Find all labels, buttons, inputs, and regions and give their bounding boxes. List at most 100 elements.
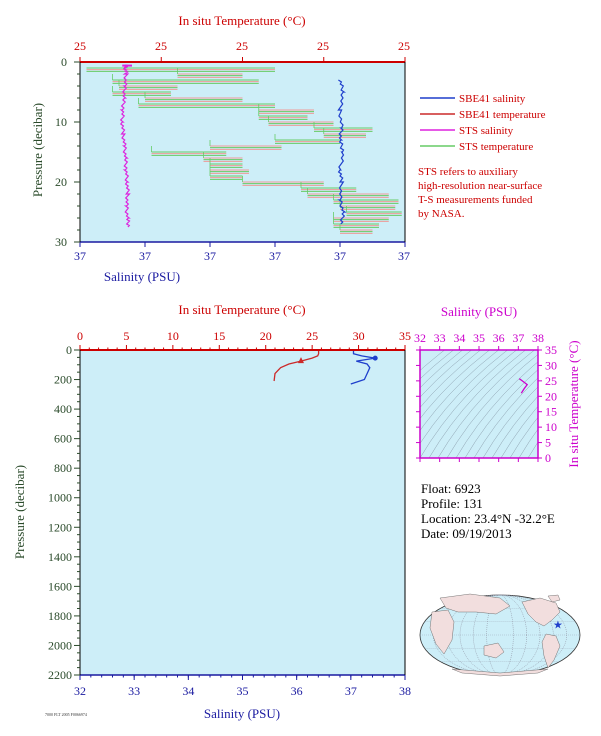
main-sal-tick-label: 32: [74, 684, 86, 698]
main-pres-tick-label: 2000: [48, 638, 72, 652]
ts-temp-tick-label: 0: [545, 451, 551, 465]
temperature-marker: [298, 357, 304, 364]
main-temp-tick-label: 0: [77, 329, 83, 343]
main-pres-axis-title: Pressure (decibar): [12, 465, 27, 559]
sts-temperature-lines: [86, 67, 402, 234]
main-temp-tick-label: 20: [260, 329, 272, 343]
top-sal-tick: 37: [74, 249, 86, 263]
main-pres-tick-label: 0: [66, 343, 72, 357]
density-contour: [428, 350, 526, 458]
salinity-lines: [119, 64, 347, 228]
profile-line-sts-salinity: [119, 64, 131, 228]
top-pres-tick: 20: [55, 175, 67, 189]
main-sal-tick-label: 37: [345, 684, 357, 698]
top-sal-tick: 37: [204, 249, 216, 263]
sts-note-line: high-resolution near-surface: [418, 180, 542, 192]
location: Location: 23.4°N -32.2°E: [421, 511, 555, 526]
ts-temp-tick-label: 25: [545, 374, 557, 388]
sts-note: STS refers to auxiliary high-resolution …: [418, 166, 542, 220]
main-panel-ticks: 0 5 10 15 20 25 30 35 32 33 34 35 36 37 38 0 200 400 600 80…: [48, 329, 411, 698]
legend-label-sts-temperature: STS temperature: [459, 141, 533, 153]
salinity-profile-line: [350, 350, 376, 385]
main-pres-tick-label: 200: [54, 373, 72, 387]
density-contour: [446, 354, 538, 458]
ts-temp-tick-label: 15: [545, 405, 557, 419]
ts-sal-tick-label: 33: [434, 331, 446, 345]
continent-africa: [429, 609, 455, 655]
main-pres-tick-label: 600: [54, 432, 72, 446]
legend: SBE41 salinity SBE41 temperature STS sal…: [420, 93, 546, 153]
sts-note-line: STS refers to auxiliary: [418, 166, 518, 178]
main-temp-tick-label: 25: [306, 329, 318, 343]
density-contour: [491, 395, 538, 458]
main-pres-tick-label: 1000: [48, 491, 72, 505]
density-contour: [420, 350, 517, 458]
map-continents: [429, 593, 561, 677]
density-contour: [500, 405, 538, 458]
legend-label-sts-salinity: STS salinity: [459, 125, 514, 137]
main-temp-tick-label: 35: [399, 329, 411, 343]
density-contour: [420, 350, 463, 389]
density-contour: [420, 350, 499, 431]
top-pres-tick: 10: [55, 115, 67, 129]
ts-sal-tick-label: 34: [453, 331, 465, 345]
continent-australia: [483, 642, 505, 659]
salinity-marker: [372, 355, 378, 361]
main-pres-tick-label: 2200: [48, 668, 72, 682]
sts-note-line: T-S measurements funded: [418, 194, 533, 206]
continent-south-america: [541, 633, 561, 669]
ts-temp-tick-label: 30: [545, 358, 557, 372]
main-sal-tick-label: 35: [237, 684, 249, 698]
density-contour: [473, 377, 538, 458]
profile-number: Profile: 131: [421, 496, 483, 511]
main-pres-tick-label: 800: [54, 461, 72, 475]
float-id: Float: 6923: [421, 481, 481, 496]
ts-profile-path: [518, 378, 529, 394]
main-temp-tick-label: 15: [213, 329, 225, 343]
ts-sal-tick-label: 37: [512, 331, 524, 345]
top-sal-axis-title: Salinity (PSU): [104, 269, 180, 284]
main-temp-tick-label: 5: [123, 329, 129, 343]
density-contour: [420, 350, 454, 380]
density-contour: [420, 350, 490, 419]
continent-eurasia: [439, 593, 511, 615]
ts-temp-tick-label: 10: [545, 420, 557, 434]
top-sal-tick: 37: [139, 249, 151, 263]
density-contour: [527, 441, 538, 458]
main-sal-tick-label: 38: [399, 684, 411, 698]
float-location-marker: ★: [553, 620, 563, 632]
top-temp-tick: 25: [317, 39, 329, 53]
top-pres-tick: 30: [55, 235, 67, 249]
main-panel: 0 5 10 15 20 25 30 35 32 33 34 35 36 37 38 0 200 400 600 80…: [12, 302, 411, 721]
ts-temp-axis-title: In situ Temperature (°C): [566, 340, 581, 467]
top-temp-tick: 25: [155, 39, 167, 53]
main-pres-tick-label: 1400: [48, 550, 72, 564]
profile-line-sbe41-salinity: [337, 79, 347, 225]
top-panel: In situ Temperature (°C) 25 25 25 25 25 …: [30, 13, 546, 284]
top-sal-tick: 37: [334, 249, 346, 263]
density-contour: [509, 416, 538, 458]
main-pres-tick-label: 400: [54, 402, 72, 416]
main-sal-tick-label: 36: [291, 684, 303, 698]
main-pres-tick-label: 1800: [48, 609, 72, 623]
ts-profile-line: [518, 378, 529, 394]
top-panel-ticks: [74, 57, 406, 247]
continent-antarctica: [451, 668, 549, 677]
date: Date: 09/19/2013: [421, 526, 512, 541]
top-temp-tick: 25: [398, 39, 410, 53]
ts-temp-tick-label: 35: [545, 343, 557, 357]
ts-sal-tick-label: 38: [532, 331, 544, 345]
density-contour: [437, 350, 535, 458]
top-sal-tick: 37: [269, 249, 281, 263]
main-temp-axis-title: In situ Temperature (°C): [178, 302, 305, 317]
continent-greenland: [547, 594, 561, 603]
ts-sal-tick-label: 36: [493, 331, 505, 345]
ts-sal-axis-title: Salinity (PSU): [441, 304, 517, 319]
density-contour: [420, 350, 472, 398]
main-sal-axis-title: Salinity (PSU): [204, 706, 280, 721]
density-contour: [482, 386, 538, 458]
ts-plot-area: [420, 350, 538, 458]
